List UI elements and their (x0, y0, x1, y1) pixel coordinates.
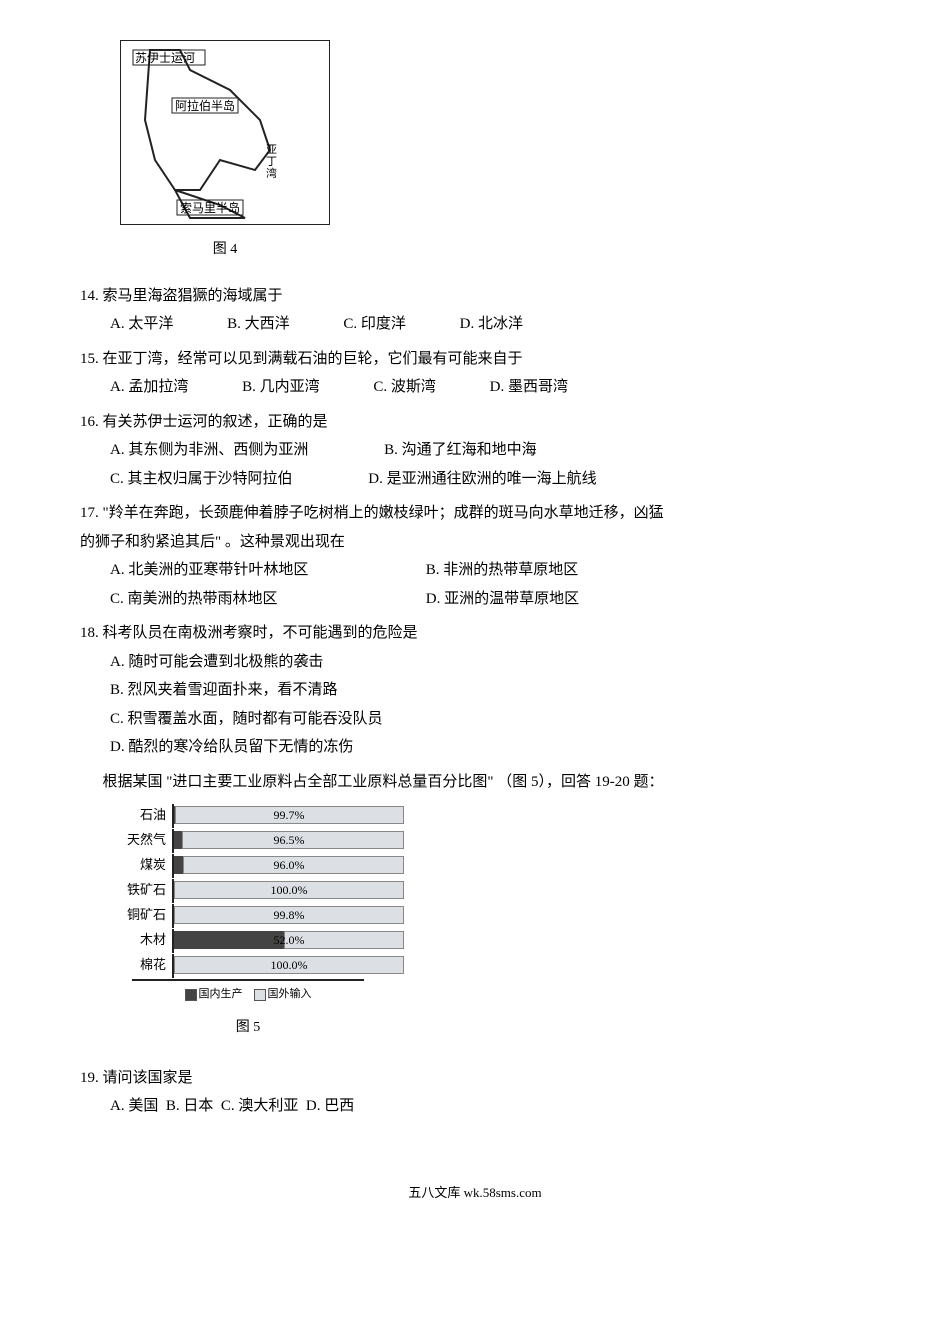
figure-5-baseline (132, 979, 364, 981)
q19-opt-a: A. 美国 (110, 1098, 158, 1114)
q17-opt-a: A. 北美洲的亚寒带针叶林地区 (110, 556, 350, 585)
q14-opt-a: A. 太平洋 (110, 310, 173, 339)
q15-options: A. 孟加拉湾 B. 几内亚湾 C. 波斯湾 D. 墨西哥湾 (110, 373, 870, 402)
legend-label-import: 国外输入 (268, 988, 312, 1000)
q14-opt-b: B. 大西洋 (227, 310, 290, 339)
chart5-row-label: 木材 (120, 928, 172, 953)
q18-opt-b: B. 烈风夹着雪迎面扑来，看不清路 (110, 676, 870, 705)
q17-stem-l1: 17. "羚羊在奔跑，长颈鹿伸着脖子吃树梢上的嫩枝绿叶；成群的斑马向水草地迁移，… (80, 499, 870, 528)
chart5-row-label: 铁矿石 (120, 878, 172, 903)
chart5-row: 天然气96.5% (120, 829, 410, 851)
chart5-row: 煤炭96.0% (120, 854, 410, 876)
chart5-bar-area: 52.0% (174, 931, 404, 949)
q15-opt-c: C. 波斯湾 (373, 373, 436, 402)
chart5-bar-area: 96.5% (174, 831, 404, 849)
chart5-row: 石油99.7% (120, 804, 410, 826)
q15-opt-b: B. 几内亚湾 (242, 373, 320, 402)
chart5-row-label: 石油 (120, 803, 172, 828)
chart5-bar-area: 100.0% (174, 956, 404, 974)
chart5-value-label: 100.0% (174, 956, 404, 974)
figure-4-caption: 图 4 (120, 237, 330, 264)
q17-opt-d: D. 亚洲的温带草原地区 (426, 585, 579, 614)
map4-gulf-mark: 亚 (266, 144, 277, 156)
legend-swatch-domestic (185, 989, 197, 1001)
chart5-bar-area: 99.7% (174, 806, 404, 824)
chart5-row: 棉花100.0% (120, 954, 410, 976)
chart5-row: 铁矿石100.0% (120, 879, 410, 901)
q18-opt-c: C. 积雪覆盖水面，随时都有可能吞没队员 (110, 705, 870, 734)
q18-opt-a: A. 随时可能会遭到北极熊的袭击 (110, 648, 870, 677)
q17-opt-b: B. 非洲的热带草原地区 (426, 556, 579, 585)
chart5-row-label: 天然气 (120, 828, 172, 853)
chart5-value-label: 96.0% (174, 856, 404, 874)
page-footer: 五八文库 wk.58sms.com (80, 1181, 870, 1206)
figure-5-legend: 国内生产 国外输入 (132, 984, 364, 1005)
legend-swatch-import (254, 989, 266, 1001)
chart5-value-label: 96.5% (174, 831, 404, 849)
q19-opt-c: C. 澳大利亚 (221, 1098, 299, 1114)
q14-opt-d: D. 北冰洋 (460, 310, 523, 339)
q19-options: A. 美国 B. 日本 C. 澳大利亚 D. 巴西 (110, 1092, 870, 1121)
q14-options: A. 太平洋 B. 大西洋 C. 印度洋 D. 北冰洋 (110, 310, 870, 339)
q16-opt-b: B. 沟通了红海和地中海 (384, 436, 537, 465)
q16-opt-d: D. 是亚洲通往欧洲的唯一海上航线 (368, 465, 596, 494)
q16-stem: 16. 有关苏伊士运河的叙述，正确的是 (80, 408, 870, 437)
chart5-bar-area: 100.0% (174, 881, 404, 899)
q15-stem: 15. 在亚丁湾，经常可以见到满载石油的巨轮，它们最有可能来自于 (80, 345, 870, 374)
chart5-row-label: 铜矿石 (120, 903, 172, 928)
chart5-bar-area: 96.0% (174, 856, 404, 874)
figure-4-map: 亚 丁 湾 苏伊士运河 阿拉伯半岛 索马里半岛 (120, 40, 870, 225)
chart5-value-label: 99.8% (174, 906, 404, 924)
chart5-row: 木材52.0% (120, 929, 410, 951)
chart5-value-label: 52.0% (174, 931, 404, 949)
legend-label-domestic: 国内生产 (199, 988, 243, 1000)
q15-opt-a: A. 孟加拉湾 (110, 373, 188, 402)
map4-gulf-mark2: 丁 (266, 156, 277, 168)
q18-options: A. 随时可能会遭到北极熊的袭击 B. 烈风夹着雪迎面扑来，看不清路 C. 积雪… (110, 648, 870, 762)
q17-opt-c: C. 南美洲的热带雨林地区 (110, 585, 350, 614)
figure-5-chart: 石油99.7%天然气96.5%煤炭96.0%铁矿石100.0%铜矿石99.8%木… (120, 804, 410, 976)
map4-label-arabia: 阿拉伯半岛 (175, 98, 235, 113)
q19-opt-b: B. 日本 (166, 1098, 214, 1114)
q19-opt-d: D. 巴西 (306, 1098, 354, 1114)
map4-label-suez: 苏伊士运河 (135, 51, 195, 65)
q17-options: A. 北美洲的亚寒带针叶林地区 B. 非洲的热带草原地区 C. 南美洲的热带雨林… (110, 556, 870, 613)
q18-stem: 18. 科考队员在南极洲考察时，不可能遇到的危险是 (80, 619, 870, 648)
q18-opt-d: D. 酷烈的寒冷给队员留下无情的冻伤 (110, 733, 870, 762)
q16-opt-c: C. 其主权归属于沙特阿拉伯 (110, 465, 293, 494)
map4-label-somalia: 索马里半岛 (180, 200, 240, 215)
chart5-row-label: 煤炭 (120, 853, 172, 878)
chart5-row: 铜矿石99.8% (120, 904, 410, 926)
q16-opt-a: A. 其东侧为非洲、西侧为亚洲 (110, 436, 308, 465)
q17-stem-l2: 的狮子和豹紧追其后" 。这种景观出现在 (80, 528, 870, 557)
passage-19-20: 根据某国 "进口主要工业原料占全部工业原料总量百分比图" （图 5），回答 19… (103, 768, 871, 797)
q15-opt-d: D. 墨西哥湾 (490, 373, 568, 402)
q14-opt-c: C. 印度洋 (343, 310, 406, 339)
q14-stem: 14. 索马里海盗猖獗的海域属于 (80, 282, 870, 311)
chart5-value-label: 99.7% (174, 806, 404, 824)
chart5-bar-area: 99.8% (174, 906, 404, 924)
map4-gulf-mark3: 湾 (266, 166, 277, 180)
figure-5-caption: 图 5 (132, 1015, 364, 1042)
chart5-row-label: 棉花 (120, 953, 172, 978)
chart5-value-label: 100.0% (174, 881, 404, 899)
q16-options: A. 其东侧为非洲、西侧为亚洲 B. 沟通了红海和地中海 C. 其主权归属于沙特… (110, 436, 870, 493)
q19-stem: 19. 请问该国家是 (80, 1064, 870, 1093)
